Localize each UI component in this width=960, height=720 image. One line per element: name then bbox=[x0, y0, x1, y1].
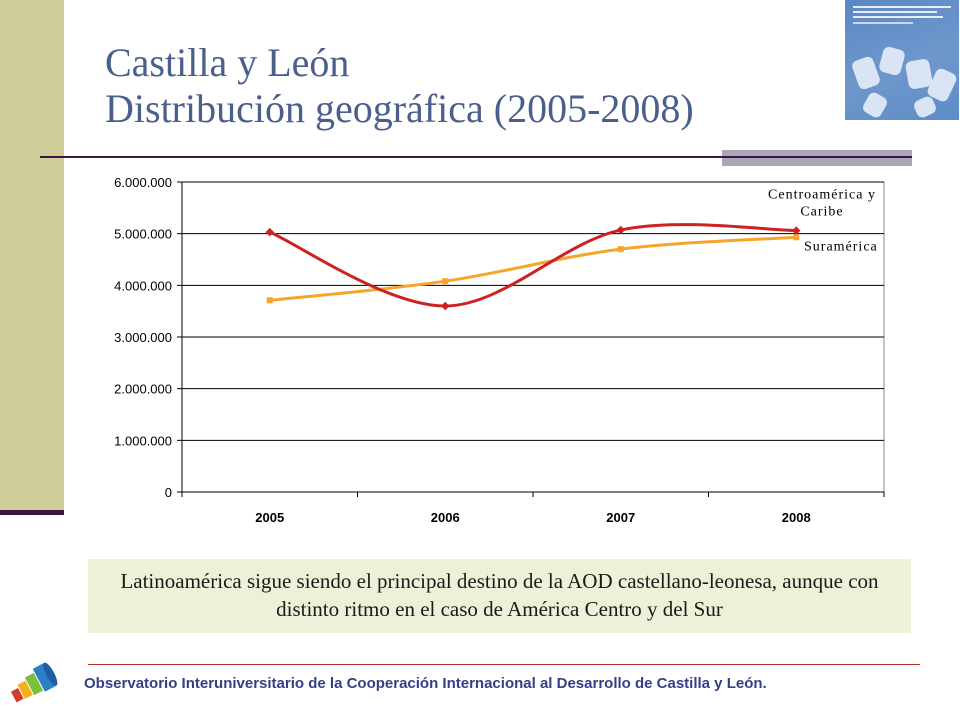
cover-shape bbox=[860, 90, 890, 120]
data-point-suramerica bbox=[617, 246, 624, 253]
title-accent-bar bbox=[722, 150, 912, 166]
x-tick-label: 2008 bbox=[782, 510, 811, 525]
series-label-centroamerica-line2: Caribe bbox=[800, 205, 843, 220]
cover-shape bbox=[912, 94, 938, 120]
line-chart: 0 1.000.000 2.000.000 3.000.000 4.000.000 5.0… bbox=[114, 175, 885, 525]
y-tick-label: 4.000.000 bbox=[114, 278, 172, 293]
title-line-2: Distribución geográfica (2005-2008) bbox=[105, 86, 694, 131]
caption-box: Latinoamérica sigue siendo el principal … bbox=[88, 559, 911, 633]
logo-block-yellow bbox=[17, 680, 33, 699]
logo-block-red bbox=[10, 687, 24, 703]
report-cover-image bbox=[845, 0, 959, 120]
slide-title: Castilla y León Distribución geográfica … bbox=[105, 40, 694, 132]
left-decorative-bar bbox=[0, 0, 64, 512]
series-line-0 bbox=[269, 223, 797, 308]
cover-shape bbox=[850, 55, 882, 91]
observatory-logo bbox=[10, 662, 58, 703]
series-label-suramerica: Suramérica bbox=[804, 239, 878, 254]
y-tick-label: 3.000.000 bbox=[114, 330, 172, 345]
data-point-suramerica bbox=[266, 297, 273, 304]
cover-text-line bbox=[853, 6, 951, 8]
x-tick-label: 2006 bbox=[431, 510, 460, 525]
data-point-suramerica bbox=[442, 278, 449, 285]
y-tick-label: 5.000.000 bbox=[114, 227, 172, 242]
footer-text: Observatorio Interuniversitario de la Co… bbox=[84, 675, 767, 692]
logo-end bbox=[43, 662, 58, 686]
y-tick-label: 2.000.000 bbox=[114, 382, 172, 397]
logo-block-green bbox=[24, 672, 44, 696]
y-tick-label: 0 bbox=[165, 485, 172, 500]
cover-text-line bbox=[853, 11, 937, 13]
y-tick-label: 1.000.000 bbox=[114, 433, 172, 448]
series-line-1 bbox=[269, 235, 797, 302]
title-line-1: Castilla y León bbox=[105, 40, 350, 85]
logo-block-blue bbox=[32, 663, 56, 692]
footer-divider bbox=[88, 664, 920, 665]
x-tick-label: 2005 bbox=[255, 510, 284, 525]
caption-text: Latinoamérica sigue siendo el principal … bbox=[120, 569, 879, 621]
cover-text-line bbox=[853, 22, 913, 24]
data-point-centroamerica bbox=[265, 227, 274, 237]
title-underline bbox=[40, 156, 912, 158]
data-point-suramerica bbox=[793, 234, 800, 241]
data-point-centroamerica bbox=[441, 301, 450, 311]
cover-text-line bbox=[853, 16, 943, 18]
left-bar-cap bbox=[0, 510, 64, 515]
x-tick-label: 2007 bbox=[606, 510, 635, 525]
cover-shape bbox=[878, 45, 906, 77]
y-tick-label: 6.000.000 bbox=[114, 175, 172, 190]
series-label-centroamerica-line1: Centroamérica y bbox=[768, 188, 876, 203]
